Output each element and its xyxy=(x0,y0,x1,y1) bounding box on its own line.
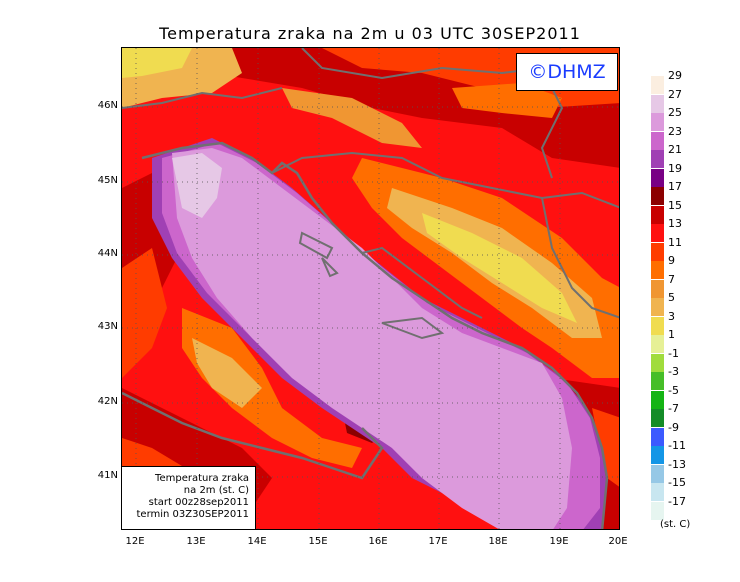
colorbar-label: 25 xyxy=(668,106,682,119)
info-line-1: Temperatura zraka xyxy=(155,473,249,484)
colorbar-swatch xyxy=(651,187,664,205)
dhmz-logo: ©DHMZ xyxy=(516,53,618,91)
colorbar-label: -7 xyxy=(668,402,679,415)
colorbar-label: 15 xyxy=(668,198,682,212)
colorbar-label: 7 xyxy=(668,272,675,286)
colorbar-label: 29 xyxy=(668,69,682,82)
colorbar-label: 9 xyxy=(668,254,675,267)
colorbar-label: 19 xyxy=(668,161,682,175)
colorbar-swatch xyxy=(651,316,664,335)
colorbar-swatch xyxy=(651,261,664,279)
info-line-4: termin 03Z30SEP2011 xyxy=(136,509,250,520)
colorbar-swatch xyxy=(651,242,664,261)
lon-label: 12E xyxy=(125,536,145,547)
colorbar-swatch xyxy=(651,224,664,242)
colorbar-swatch xyxy=(651,131,664,150)
colorbar-label: -5 xyxy=(668,383,679,397)
info-box: Temperatura zraka na 2m (st. C) start 00… xyxy=(121,466,256,530)
lon-label: 19E xyxy=(549,536,569,547)
info-line-3: start 00z28sep2011 xyxy=(148,497,249,508)
colorbar-swatch xyxy=(651,298,664,316)
lon-label: 14E xyxy=(247,536,267,547)
unit-label: (st. C) xyxy=(660,519,691,530)
colorbar-swatch xyxy=(651,168,664,187)
colorbar-label: 1 xyxy=(668,328,675,341)
colorbar-swatch xyxy=(651,409,664,427)
colorbar-swatch xyxy=(651,483,664,501)
lon-label: 15E xyxy=(308,536,328,547)
colorbar-swatch xyxy=(651,372,664,390)
colorbar-label: -1 xyxy=(668,346,679,360)
colorbar-swatch xyxy=(651,353,664,372)
colorbar-swatch xyxy=(651,427,664,446)
temperature-map xyxy=(121,47,620,530)
colorbar-swatch xyxy=(651,205,664,224)
colorbar-label: -15 xyxy=(668,476,686,489)
colorbar-swatch xyxy=(651,113,664,131)
colorbar-label: 21 xyxy=(668,143,682,156)
lat-label: 41N xyxy=(97,470,118,481)
colorbar-label: 11 xyxy=(668,235,682,249)
colorbar-swatch xyxy=(651,94,664,113)
map-field xyxy=(122,48,619,529)
colorbar-swatch xyxy=(651,335,664,353)
lon-label: 20E xyxy=(608,536,628,547)
lat-label: 44N xyxy=(97,248,118,259)
colorbar-label: -17 xyxy=(668,494,686,508)
colorbar-swatch xyxy=(651,76,664,94)
info-line-2: na 2m (st. C) xyxy=(183,485,249,496)
colorbar-swatch xyxy=(651,150,664,168)
map-title: Temperatura zraka na 2m u 03 UTC 30SEP20… xyxy=(159,24,581,43)
colorbar-label: 17 xyxy=(668,180,682,193)
lon-label: 13E xyxy=(186,536,206,547)
colorbar-swatch xyxy=(651,390,664,409)
colorbar-swatch xyxy=(651,279,664,298)
colorbar-swatch xyxy=(651,501,664,520)
colorbar-label: -13 xyxy=(668,457,686,471)
colorbar-label: -3 xyxy=(668,365,679,378)
colorbar-label: 13 xyxy=(668,217,682,230)
colorbar-label: -9 xyxy=(668,420,679,434)
colorbar-label: -11 xyxy=(668,439,686,452)
colorbar-label: 3 xyxy=(668,309,675,323)
lat-label: 42N xyxy=(97,396,118,407)
lon-label: 17E xyxy=(428,536,448,547)
colorbar-label: 27 xyxy=(668,87,682,101)
colorbar-swatch xyxy=(651,464,664,483)
colorbar-label: 23 xyxy=(668,124,682,138)
lat-label: 43N xyxy=(97,321,118,332)
colorbar-label: 5 xyxy=(668,291,675,304)
colorbar-swatch xyxy=(651,446,664,464)
lat-label: 45N xyxy=(97,175,118,186)
lon-label: 18E xyxy=(488,536,508,547)
lat-label: 46N xyxy=(97,100,118,111)
lon-label: 16E xyxy=(368,536,388,547)
